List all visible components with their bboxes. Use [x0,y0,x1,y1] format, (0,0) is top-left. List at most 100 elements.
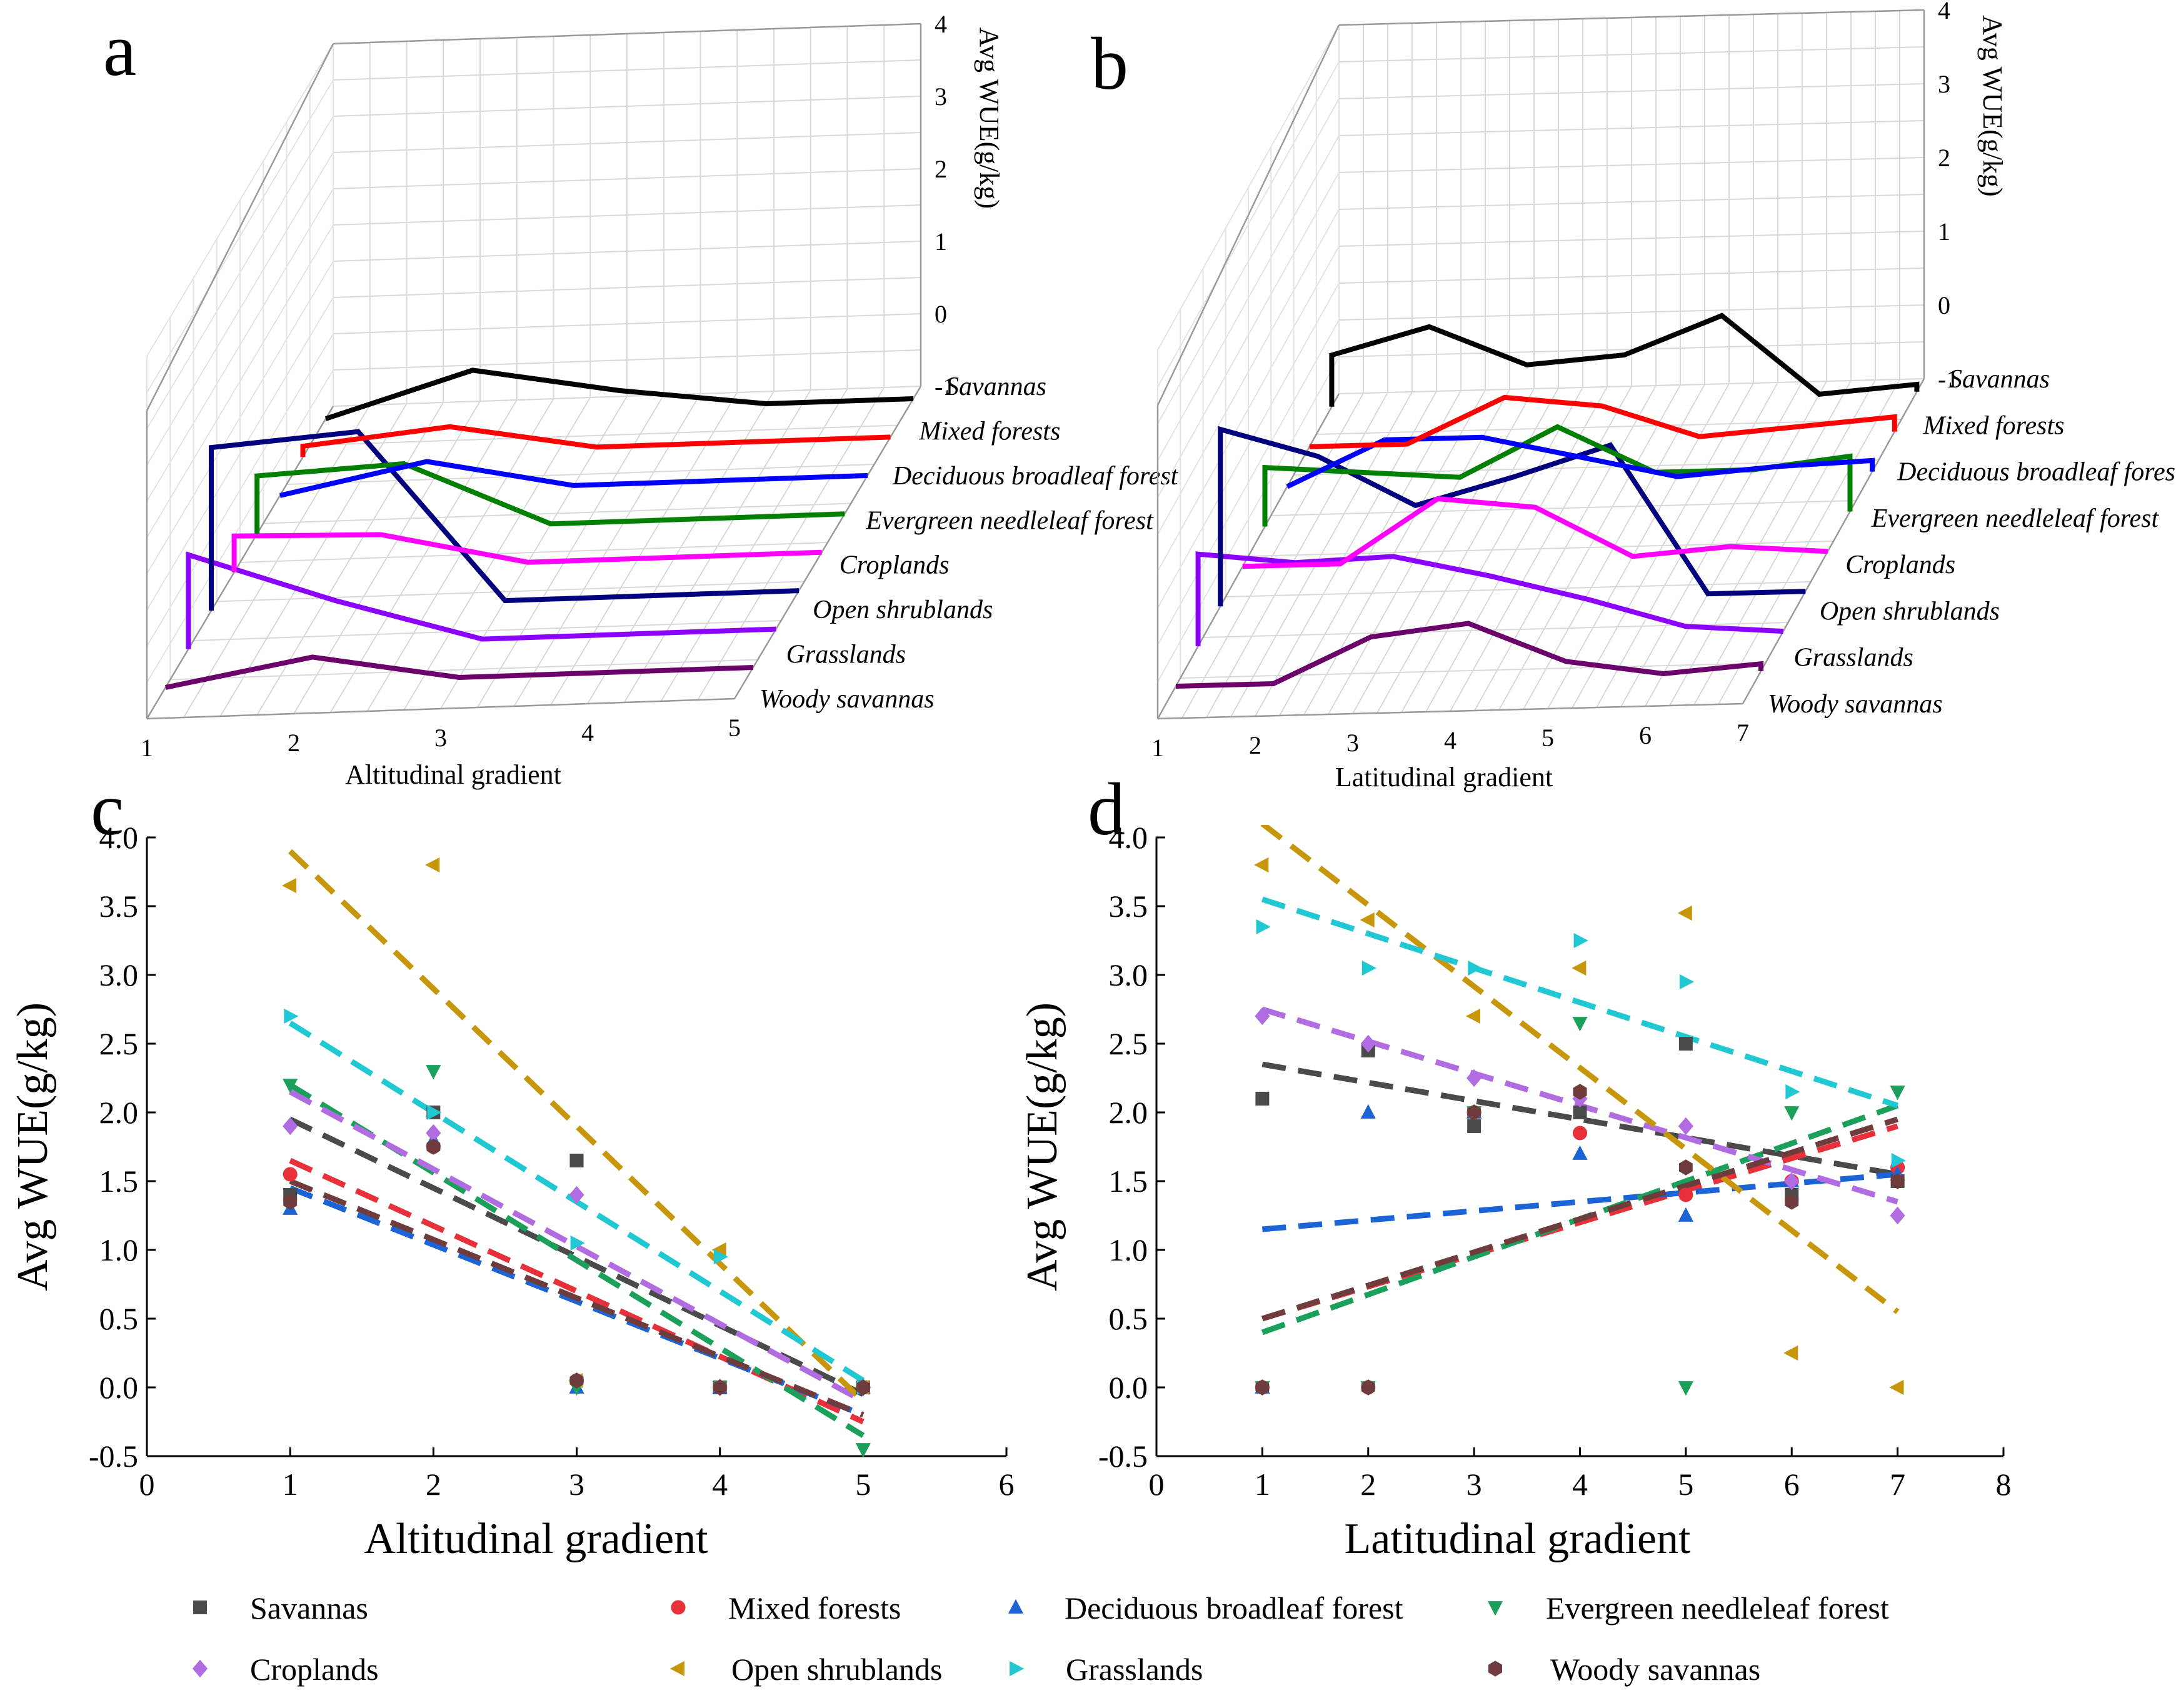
y-tick-label: 2.5 [1109,1026,1148,1061]
data-point-evergreen-needleleaf-forest [1890,1086,1905,1101]
x-tick-label: 4 [581,719,594,747]
legend-item-woody-savannas: Woody savannas [1488,1652,1760,1687]
x-tick-label: 2 [426,1467,441,1502]
y-tick-label: 0.5 [99,1301,139,1336]
y-tick-label: 3.5 [1109,889,1148,924]
y-tick-label: 2.0 [1109,1095,1148,1130]
z-tick-label: 1 [935,227,947,256]
data-point-savannas [1467,1119,1482,1133]
x-tick-label: 0 [1149,1467,1165,1502]
scatter-points [1254,857,1906,1396]
legend-marker-shape [1488,1661,1502,1677]
category-label-deciduous-broadleaf-forest: Deciduous broadleaf forest [892,462,1179,491]
z-tick-label: 4 [1938,0,1950,24]
x-tick-label: 4 [1572,1467,1588,1502]
x-tick-label: 7 [1890,1467,1905,1502]
box-edge [1156,24,1340,406]
category-label-open-shrublands: Open shrublands [1820,597,2000,626]
series-line-evergreen-needleleaf-forest [1262,424,1853,527]
grid-3d [146,22,922,720]
legend-marker-shape [193,1601,207,1614]
legend-marker-evergreen-needleleaf-forest [1487,1601,1503,1616]
series-line-savannas [324,367,914,421]
category-label-croplands: Croplands [1845,551,1955,579]
x-tick-label: 3 [434,724,447,752]
data-point-open-shrublands [1677,905,1692,921]
floor-gridline [193,620,781,641]
panel-d-scatter-chart: -0.5 0.0 0.5 1.0 1.5 2.0 2.5 3.0 3.5 4.0 0 1 2 3 4 5 6 7 8… [1018,820,2012,1563]
data-point-open-shrublands [1572,960,1587,976]
legend-marker-shape [671,1600,686,1615]
z-axis-title: Avg WUE(g/kg) [1977,15,2008,196]
legend-marker-mixed-forests [671,1600,686,1615]
x-tick-label: 2 [1360,1467,1376,1502]
legend-label-grasslands: Grasslands [1066,1652,1203,1687]
data-point-grasslands [1785,1084,1800,1100]
data-point-savannas [1573,1106,1587,1119]
data-point-woody-savannas [1361,1379,1375,1396]
data-point-open-shrublands [711,1242,726,1258]
legend-marker-shape [192,1659,208,1678]
z-tick-label: 4 [935,10,947,38]
x-tick-label: 1 [1151,734,1164,762]
series-line-croplands [1242,496,1828,569]
series-lines [1175,312,1920,689]
category-label-woody-savannas: Woody savannas [760,685,935,714]
data-point-savannas [1678,1037,1693,1051]
legend-label-croplands: Croplands [250,1652,379,1687]
y-tick-label: 4.0 [1109,820,1148,855]
data-point-woody-savannas [569,1372,584,1389]
floor-gridline [239,542,828,563]
category-label-grasslands: Grasslands [786,641,906,669]
y-tick-label: 1.0 [99,1232,139,1267]
data-point-woody-savannas [1255,1379,1270,1396]
category-label-evergreen-needleleaf-forest: Evergreen needleleaf forest [865,506,1154,535]
data-point-deciduous-broadleaf-forest [1678,1207,1693,1222]
y-tick-label: 0.0 [99,1370,139,1405]
series-line-woody-savannas [164,654,753,690]
data-point-mixed-forests [1678,1187,1693,1202]
floor-gridline [263,502,851,524]
legend-marker-savannas [193,1601,207,1614]
trend-line-woody-savannas [289,1178,865,1418]
series-line-woody-savannas [1175,621,1763,689]
data-point-open-shrublands [1254,857,1269,873]
x-tick-label: 4 [712,1467,728,1502]
x-tick-label: 2 [288,729,300,757]
data-point-deciduous-broadleaf-forest [1360,1104,1376,1119]
data-point-grasslands [1361,960,1376,976]
x-tick-label: 6 [999,1467,1015,1502]
data-point-croplands [1360,1034,1376,1053]
y-tick-label: 3.0 [99,957,139,992]
data-point-woody-savannas [1573,1084,1587,1100]
data-point-woody-savannas [856,1379,870,1396]
grid-3d [1156,9,1925,720]
data-point-open-shrublands [1360,912,1375,928]
z-tick-label: 3 [935,82,947,111]
series-line-grasslands [1195,551,1783,647]
scatter-points [282,857,871,1458]
data-point-woody-savannas [283,1194,298,1210]
data-point-evergreen-needleleaf-forest [1572,1017,1588,1032]
series-line-croplands [231,532,822,572]
series-line-mixed-forests [1309,394,1897,449]
data-point-grasslands [1468,960,1483,976]
z-tick-label: -1 [935,372,955,401]
y-tick-label: 3.0 [1109,957,1148,992]
legend-marker-shape [1487,1601,1503,1616]
z-axis-title: Avg WUE(g/kg) [974,27,1005,209]
category-label-evergreen-needleleaf-forest: Evergreen needleleaf forest [1871,504,2160,533]
data-point-savannas [569,1154,584,1167]
legend-label-evergreen-needleleaf-forest: Evergreen needleleaf forest [1546,1591,1889,1626]
series-line-deciduous-broadleaf-forest [279,459,868,498]
legend-marker-shape [1008,1599,1024,1614]
panel-letter-d: d [1088,767,1125,851]
data-point-grasslands [713,1249,728,1265]
panel-letter-b: b [1091,22,1128,105]
data-point-open-shrublands [1889,1379,1904,1396]
y-tick-label: 1.5 [99,1164,139,1199]
y-tick-label: 2.0 [99,1095,139,1130]
legend-item-croplands: Croplands [192,1652,379,1687]
category-label-mixed-forests: Mixed forests [918,417,1060,446]
data-point-mixed-forests [283,1167,298,1182]
